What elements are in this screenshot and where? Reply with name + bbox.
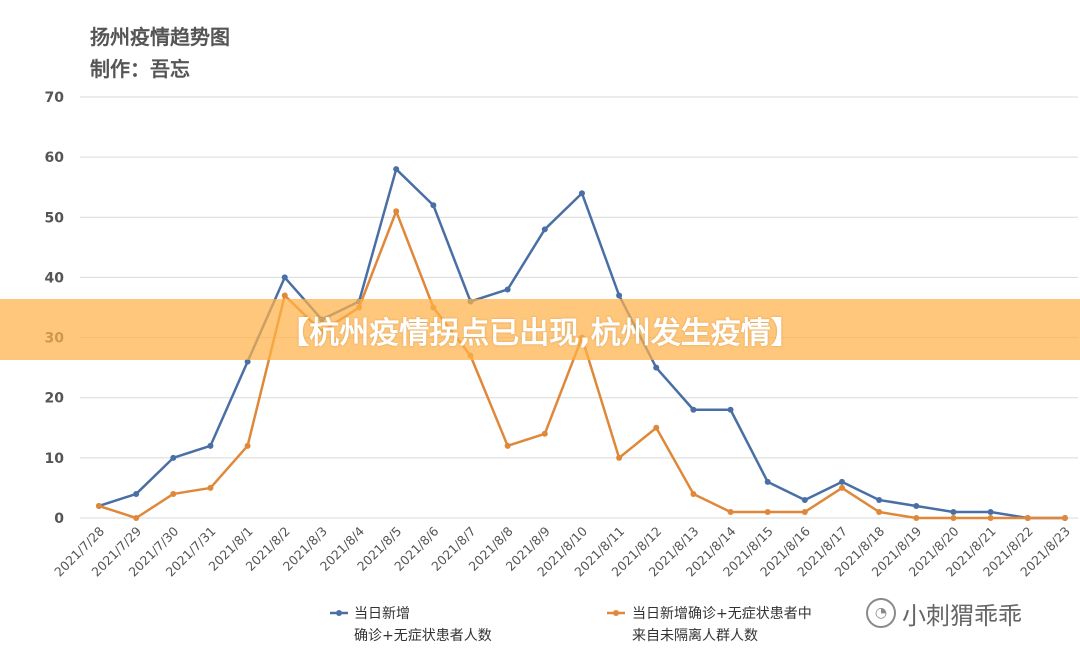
data-point bbox=[839, 484, 845, 491]
y-tick-label: 70 bbox=[45, 90, 65, 106]
data-point bbox=[764, 508, 771, 515]
data-point bbox=[430, 202, 437, 209]
data-point bbox=[801, 496, 808, 503]
data-point bbox=[950, 508, 957, 515]
data-point bbox=[96, 502, 102, 509]
data-point bbox=[281, 274, 288, 281]
x-axis-ticks: 2021/7/282021/7/292021/7/302021/7/312021… bbox=[51, 523, 1073, 579]
data-point bbox=[1024, 515, 1031, 521]
data-point bbox=[281, 292, 288, 299]
y-tick-label: 60 bbox=[45, 150, 65, 166]
y-tick-label: 0 bbox=[54, 511, 64, 527]
data-point bbox=[653, 424, 660, 431]
data-point bbox=[541, 430, 548, 437]
data-point bbox=[913, 515, 920, 521]
legend-marker bbox=[613, 610, 619, 616]
legend-marker bbox=[336, 610, 342, 616]
data-point bbox=[244, 442, 251, 449]
data-point bbox=[764, 478, 771, 485]
data-point bbox=[616, 292, 623, 299]
data-point bbox=[578, 190, 585, 197]
wechat-icon: ◔ bbox=[866, 598, 896, 628]
y-tick-label: 50 bbox=[45, 210, 65, 226]
data-point bbox=[244, 358, 251, 365]
data-point bbox=[727, 406, 734, 413]
watermark-text: 小刺猬乖乖 bbox=[902, 601, 1022, 630]
data-point bbox=[616, 454, 623, 461]
data-point bbox=[801, 508, 808, 515]
data-point bbox=[913, 502, 920, 509]
legend-item: 当日新增确诊+无症状患者中来自未隔离人群人数 bbox=[607, 606, 812, 644]
data-point bbox=[504, 442, 511, 449]
data-point bbox=[653, 364, 660, 371]
legend: 当日新增确诊+无症状患者人数 当日新增确诊+无症状患者中来自未隔离人群人数 bbox=[330, 606, 812, 644]
data-point bbox=[393, 208, 400, 215]
data-point bbox=[504, 286, 511, 293]
data-point bbox=[987, 508, 994, 515]
data-point bbox=[207, 442, 214, 449]
data-point bbox=[950, 515, 957, 521]
data-point bbox=[727, 508, 734, 515]
data-point bbox=[207, 484, 214, 491]
y-tick-label: 40 bbox=[45, 270, 65, 286]
data-point bbox=[170, 454, 177, 461]
data-point bbox=[876, 508, 883, 515]
legend-item: 当日新增确诊+无症状患者人数 bbox=[330, 606, 492, 644]
watermark: ◔ 小刺猬乖乖 bbox=[866, 596, 1022, 630]
data-point bbox=[839, 478, 845, 485]
data-point bbox=[987, 515, 994, 521]
legend-label: 当日新增确诊+无症状患者人数 bbox=[354, 606, 492, 644]
y-tick-label: 20 bbox=[45, 391, 65, 407]
legend-label: 当日新增确诊+无症状患者中来自未隔离人群人数 bbox=[632, 606, 812, 644]
data-point bbox=[690, 490, 697, 497]
series-2 bbox=[96, 208, 1068, 521]
y-tick-label: 10 bbox=[45, 451, 65, 467]
headline-text: 【杭州疫情拐点已出现,杭州发生疫情】 bbox=[279, 315, 801, 351]
data-point bbox=[876, 496, 883, 503]
chart-title: 扬州疫情趋势图 bbox=[90, 25, 230, 49]
data-point bbox=[133, 515, 140, 521]
data-point bbox=[541, 226, 548, 233]
chart-subtitle: 制作：吾忘 bbox=[90, 57, 190, 81]
series-line bbox=[98, 210, 1065, 520]
data-point bbox=[133, 490, 140, 497]
data-point bbox=[393, 166, 400, 173]
data-point bbox=[1061, 515, 1068, 521]
data-point bbox=[690, 406, 697, 413]
data-point bbox=[170, 490, 177, 497]
headline-banner: 【杭州疫情拐点已出现,杭州发生疫情】 bbox=[0, 299, 1080, 360]
